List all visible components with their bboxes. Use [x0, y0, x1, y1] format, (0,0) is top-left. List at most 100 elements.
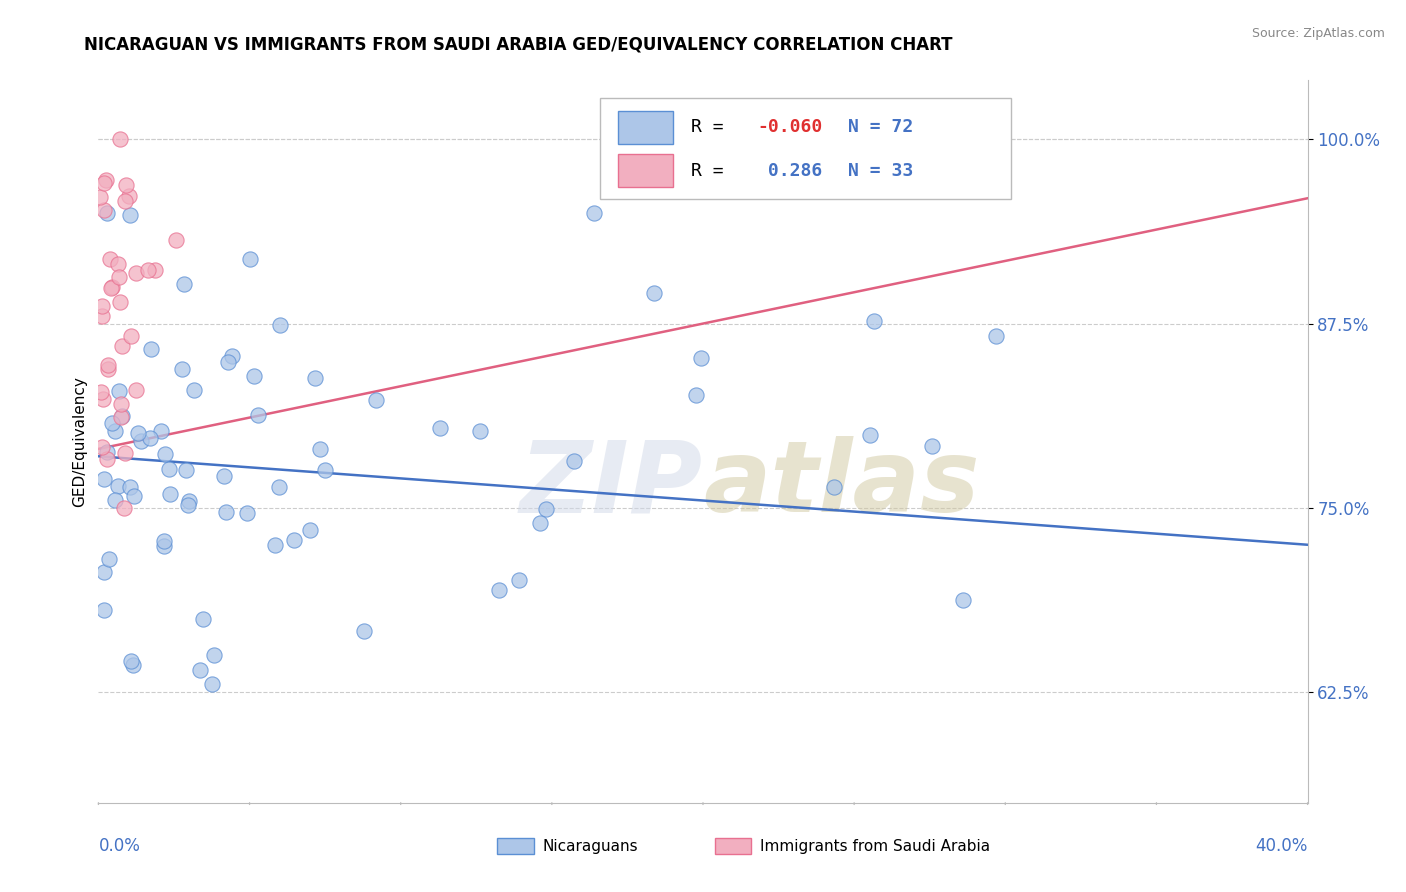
Point	[859, 428, 882, 442]
Point	[643, 285, 665, 300]
Point	[157, 461, 180, 475]
Point	[429, 421, 451, 435]
Point	[107, 257, 129, 271]
Point	[583, 206, 606, 220]
Bar	[619, 154, 672, 186]
Point	[217, 354, 239, 368]
Point	[98, 252, 121, 266]
Point	[120, 328, 142, 343]
Point	[173, 277, 195, 291]
Point	[98, 552, 121, 566]
Point	[118, 189, 141, 203]
Text: NICARAGUAN VS IMMIGRANTS FROM SAUDI ARABIA GED/EQUIVALENCY CORRELATION CHART: NICARAGUAN VS IMMIGRANTS FROM SAUDI ARAB…	[84, 36, 953, 54]
Point	[127, 426, 149, 441]
Point	[314, 463, 336, 477]
Point	[141, 343, 163, 357]
Point	[111, 339, 134, 353]
Point	[125, 266, 148, 280]
Point	[120, 654, 142, 668]
Text: N = 33: N = 33	[848, 161, 914, 179]
Y-axis label: GED/Equivalency: GED/Equivalency	[72, 376, 87, 507]
Point	[93, 603, 115, 617]
Point	[110, 409, 132, 424]
Point	[97, 362, 120, 376]
Point	[239, 252, 262, 266]
Text: ZIP: ZIP	[520, 436, 703, 533]
Point	[215, 505, 238, 519]
Point	[562, 453, 585, 467]
Point	[139, 431, 162, 445]
Point	[93, 176, 115, 190]
Point	[309, 442, 332, 456]
Text: 0.0%: 0.0%	[98, 838, 141, 855]
Point	[93, 202, 115, 217]
Text: 0.286: 0.286	[758, 161, 823, 179]
Point	[104, 424, 127, 438]
Point	[114, 178, 136, 193]
Text: Nicaraguans: Nicaraguans	[543, 838, 638, 854]
Point	[125, 383, 148, 397]
Point	[122, 658, 145, 673]
Point	[114, 194, 136, 208]
Point	[269, 318, 291, 333]
Point	[118, 480, 141, 494]
Point	[179, 494, 201, 508]
Point	[201, 676, 224, 690]
Point	[143, 262, 166, 277]
Text: N = 72: N = 72	[848, 119, 914, 136]
Point	[921, 439, 943, 453]
Point	[100, 281, 122, 295]
Point	[90, 384, 112, 399]
Point	[508, 574, 530, 588]
Point	[863, 314, 886, 328]
Text: Immigrants from Saudi Arabia: Immigrants from Saudi Arabia	[759, 838, 990, 854]
Point	[534, 502, 557, 516]
Point	[89, 189, 111, 203]
Point	[212, 469, 235, 483]
Point	[93, 472, 115, 486]
Point	[96, 206, 118, 220]
Point	[108, 295, 131, 310]
Point	[108, 132, 131, 146]
Point	[91, 309, 114, 323]
FancyBboxPatch shape	[600, 98, 1011, 200]
Point	[150, 424, 173, 438]
Point	[112, 500, 135, 515]
Point	[114, 446, 136, 460]
Point	[304, 371, 326, 385]
Point	[152, 534, 174, 549]
Point	[101, 280, 124, 294]
Point	[269, 480, 291, 494]
Text: -0.060: -0.060	[758, 119, 823, 136]
Point	[366, 392, 388, 407]
Point	[204, 648, 226, 663]
Text: 40.0%: 40.0%	[1256, 838, 1308, 855]
Point	[107, 479, 129, 493]
Point	[155, 447, 177, 461]
Point	[90, 299, 112, 313]
Point	[107, 270, 129, 285]
Point	[183, 383, 205, 397]
Text: R =: R =	[690, 119, 734, 136]
Bar	[716, 838, 751, 855]
Point	[353, 624, 375, 638]
Text: R =: R =	[690, 161, 734, 179]
Bar	[619, 111, 672, 144]
Point	[690, 351, 713, 365]
Point	[298, 523, 321, 537]
Point	[122, 489, 145, 503]
Point	[470, 424, 492, 438]
Point	[110, 397, 132, 411]
Point	[952, 593, 974, 607]
Point	[152, 539, 174, 553]
Point	[96, 444, 118, 458]
Point	[174, 463, 197, 477]
Point	[685, 388, 707, 402]
Point	[176, 498, 198, 512]
Point	[159, 487, 181, 501]
Point	[170, 362, 193, 376]
Point	[96, 172, 118, 186]
Point	[488, 583, 510, 598]
Point	[221, 349, 243, 363]
Point	[93, 565, 115, 579]
